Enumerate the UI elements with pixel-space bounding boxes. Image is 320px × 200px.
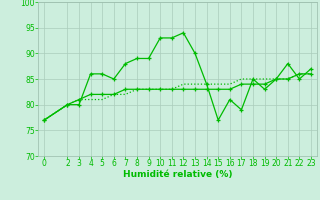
- X-axis label: Humidité relative (%): Humidité relative (%): [123, 170, 232, 179]
